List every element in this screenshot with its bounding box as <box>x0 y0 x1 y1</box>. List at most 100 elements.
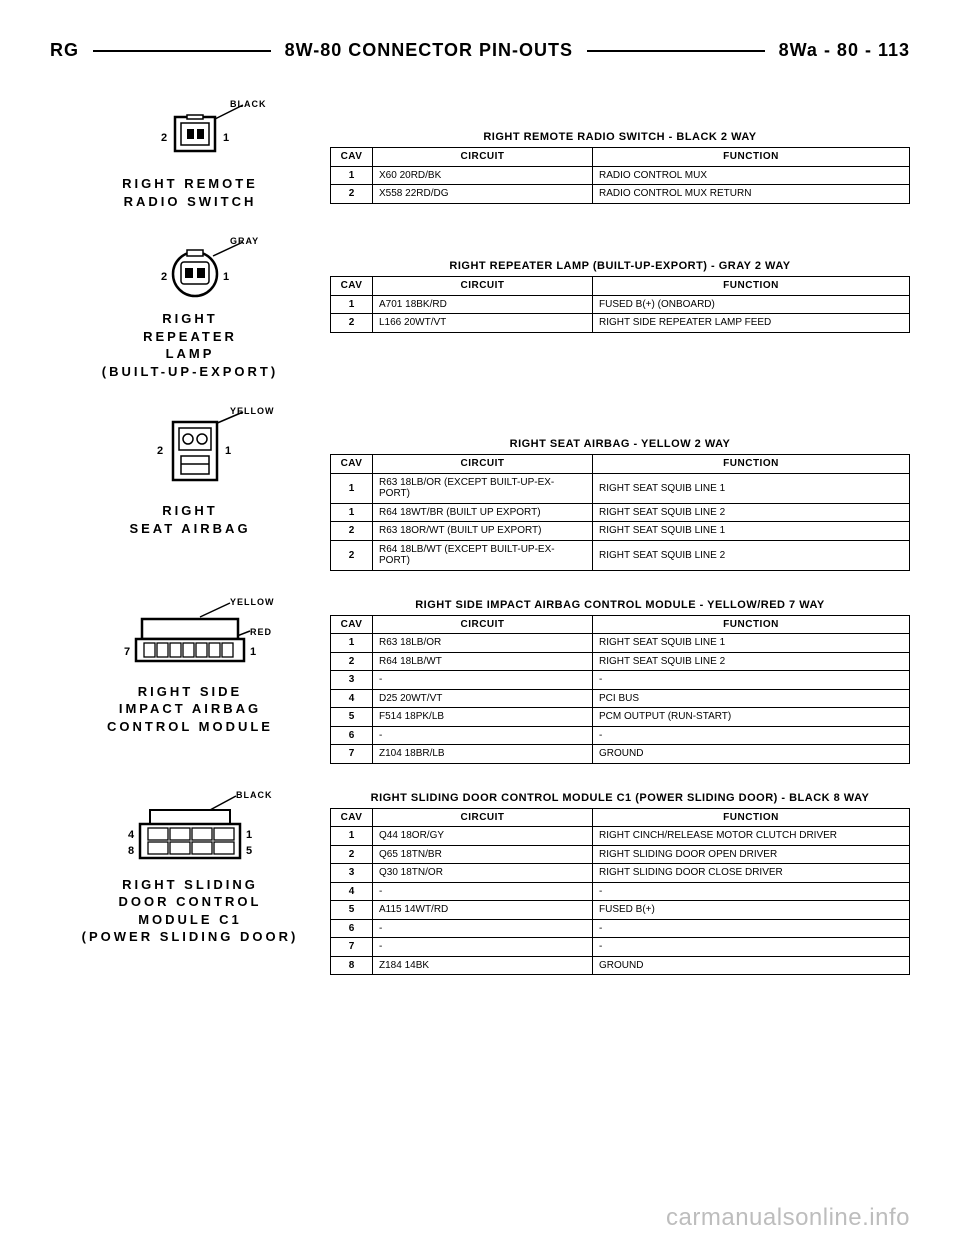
cell-function: - <box>593 726 910 745</box>
cell-function: RIGHT SEAT SQUIB LINE 2 <box>593 540 910 570</box>
th-function: FUNCTION <box>593 148 910 167</box>
cell-function: GROUND <box>593 745 910 764</box>
section-right-sliding-door-c1: BLACK 4 1 8 5 RIGHT SLIDING DOOR CONTROL… <box>50 792 910 976</box>
th-circuit: CIRCUIT <box>373 148 593 167</box>
connector-diagram: BLACK 2 1 RIGHT REMOTE RADIO SWITCH <box>50 101 330 210</box>
pinout-table: CAV CIRCUIT FUNCTION 1Q44 18OR/GYRIGHT C… <box>330 808 910 976</box>
connector-icon: 2 1 <box>115 101 265 169</box>
table-row: 3-- <box>331 671 910 690</box>
cell-cav: 1 <box>331 473 373 503</box>
connector-icon: 7 1 <box>100 599 280 677</box>
svg-text:8: 8 <box>128 845 134 857</box>
th-cav: CAV <box>331 455 373 474</box>
page: RG 8W-80 CONNECTOR PIN-OUTS 8Wa - 80 - 1… <box>0 0 960 1242</box>
svg-text:2: 2 <box>161 271 167 283</box>
connector-diagram: YELLOW 2 1 RIGHT SEAT AIRBAG <box>50 408 330 537</box>
pinout-table: CAV CIRCUIT FUNCTION 1R63 18LB/OR (EXCEP… <box>330 454 910 571</box>
color-tag: YELLOW <box>230 406 275 416</box>
pinout-table: CAV CIRCUIT FUNCTION 1X60 20RD/BKRADIO C… <box>330 147 910 204</box>
table-row: 2R63 18OR/WT (BUILT UP EXPORT)RIGHT SEAT… <box>331 522 910 541</box>
th-function: FUNCTION <box>593 277 910 296</box>
connector-icon: 2 1 <box>115 238 265 304</box>
section-right-side-impact-airbag: YELLOW RED 7 1 RIGHT SIDE IMPACT AIRBAG … <box>50 599 910 764</box>
pinout-table: CAV CIRCUIT FUNCTION 1R63 18LB/ORRIGHT S… <box>330 615 910 764</box>
svg-text:5: 5 <box>246 845 252 857</box>
cell-function: RIGHT SEAT SQUIB LINE 2 <box>593 503 910 522</box>
cell-circuit: - <box>373 919 593 938</box>
cell-circuit: - <box>373 726 593 745</box>
table-row: 5A115 14WT/RDFUSED B(+) <box>331 901 910 920</box>
cell-circuit: Z184 14BK <box>373 956 593 975</box>
th-function: FUNCTION <box>593 455 910 474</box>
table-title: RIGHT SEAT AIRBAG - YELLOW 2 WAY <box>330 438 910 450</box>
cell-function: RIGHT CINCH/RELEASE MOTOR CLUTCH DRIVER <box>593 827 910 846</box>
cell-cav: 7 <box>331 745 373 764</box>
cell-circuit: Q30 18TN/OR <box>373 864 593 883</box>
cell-function: RIGHT SLIDING DOOR OPEN DRIVER <box>593 845 910 864</box>
table-row: 4D25 20WT/VTPCI BUS <box>331 689 910 708</box>
cell-circuit: Q44 18OR/GY <box>373 827 593 846</box>
connector-diagram: GRAY 2 1 RIGHT REPEATER LAMP (BUILT-UP-E… <box>50 238 330 380</box>
svg-text:1: 1 <box>223 132 229 144</box>
section-right-remote-radio: BLACK 2 1 RIGHT REMOTE RADIO SWITCH RIGH… <box>50 101 910 210</box>
cell-cav: 1 <box>331 503 373 522</box>
pinout-table: CAV CIRCUIT FUNCTION 1A701 18BK/RDFUSED … <box>330 276 910 333</box>
th-circuit: CIRCUIT <box>373 808 593 827</box>
cell-circuit: R64 18LB/WT <box>373 652 593 671</box>
cell-function: RADIO CONTROL MUX <box>593 166 910 185</box>
cell-cav: 2 <box>331 522 373 541</box>
connector-label-line: RIGHT SLIDING DOOR CONTROL MODULE C1 (PO… <box>82 877 299 945</box>
header-rule-right <box>587 50 765 52</box>
cell-circuit: X558 22RD/DG <box>373 185 593 204</box>
connector-diagram: BLACK 4 1 8 5 RIGHT SLIDING DOOR CONTROL… <box>50 792 330 946</box>
cell-cav: 3 <box>331 671 373 690</box>
connector-label: RIGHT REPEATER LAMP (BUILT-UP-EXPORT) <box>102 310 278 380</box>
table-title: RIGHT REMOTE RADIO SWITCH - BLACK 2 WAY <box>330 131 910 143</box>
pinout-table-wrap: RIGHT SLIDING DOOR CONTROL MODULE C1 (PO… <box>330 792 910 976</box>
pinout-table-wrap: RIGHT REPEATER LAMP (BUILT-UP-EXPORT) - … <box>330 238 910 333</box>
header-rule-left <box>93 50 271 52</box>
cell-function: PCI BUS <box>593 689 910 708</box>
table-row: 7Z104 18BR/LBGROUND <box>331 745 910 764</box>
cell-circuit: R63 18LB/OR <box>373 634 593 653</box>
connector-label: RIGHT SLIDING DOOR CONTROL MODULE C1 (PO… <box>82 876 299 946</box>
cell-function: - <box>593 919 910 938</box>
cell-circuit: A701 18BK/RD <box>373 295 593 314</box>
connector-label: RIGHT SIDE IMPACT AIRBAG CONTROL MODULE <box>107 683 273 736</box>
svg-text:7: 7 <box>124 646 130 658</box>
cell-function: GROUND <box>593 956 910 975</box>
cell-cav: 4 <box>331 689 373 708</box>
cell-circuit: R64 18WT/BR (BUILT UP EXPORT) <box>373 503 593 522</box>
table-row: 6-- <box>331 726 910 745</box>
th-cav: CAV <box>331 148 373 167</box>
cell-function: RIGHT SLIDING DOOR CLOSE DRIVER <box>593 864 910 883</box>
connector-label: RIGHT SEAT AIRBAG <box>129 502 250 537</box>
connector-label-line: RIGHT REPEATER LAMP (BUILT-UP-EXPORT) <box>102 311 278 379</box>
cell-function: RIGHT SEAT SQUIB LINE 1 <box>593 634 910 653</box>
header-left: RG <box>50 40 93 61</box>
cell-cav: 5 <box>331 708 373 727</box>
cell-circuit: Z104 18BR/LB <box>373 745 593 764</box>
cell-cav: 3 <box>331 864 373 883</box>
svg-text:1: 1 <box>223 271 229 283</box>
cell-circuit: R63 18OR/WT (BUILT UP EXPORT) <box>373 522 593 541</box>
table-row: 1R63 18LB/OR (EXCEPT BUILT-UP-EX- PORT)R… <box>331 473 910 503</box>
cell-circuit: X60 20RD/BK <box>373 166 593 185</box>
section-right-seat-airbag: YELLOW 2 1 RIGHT SEAT AIRBAG RIGHT SEAT … <box>50 408 910 571</box>
svg-text:1: 1 <box>246 829 252 841</box>
table-row: 3Q30 18TN/ORRIGHT SLIDING DOOR CLOSE DRI… <box>331 864 910 883</box>
cell-function: - <box>593 938 910 957</box>
cell-circuit: R64 18LB/WT (EXCEPT BUILT-UP-EX- PORT) <box>373 540 593 570</box>
table-row: 1R63 18LB/ORRIGHT SEAT SQUIB LINE 1 <box>331 634 910 653</box>
th-circuit: CIRCUIT <box>373 615 593 634</box>
table-body: 1A701 18BK/RDFUSED B(+) (ONBOARD)2L166 2… <box>331 295 910 332</box>
table-row: 7-- <box>331 938 910 957</box>
table-row: 1Q44 18OR/GYRIGHT CINCH/RELEASE MOTOR CL… <box>331 827 910 846</box>
cell-cav: 5 <box>331 901 373 920</box>
header-center: 8W-80 CONNECTOR PIN-OUTS <box>271 40 587 61</box>
cell-cav: 8 <box>331 956 373 975</box>
table-row: 2R64 18LB/WTRIGHT SEAT SQUIB LINE 2 <box>331 652 910 671</box>
color-tag-yellow: YELLOW <box>230 597 275 607</box>
cell-cav: 1 <box>331 634 373 653</box>
cell-circuit: D25 20WT/VT <box>373 689 593 708</box>
